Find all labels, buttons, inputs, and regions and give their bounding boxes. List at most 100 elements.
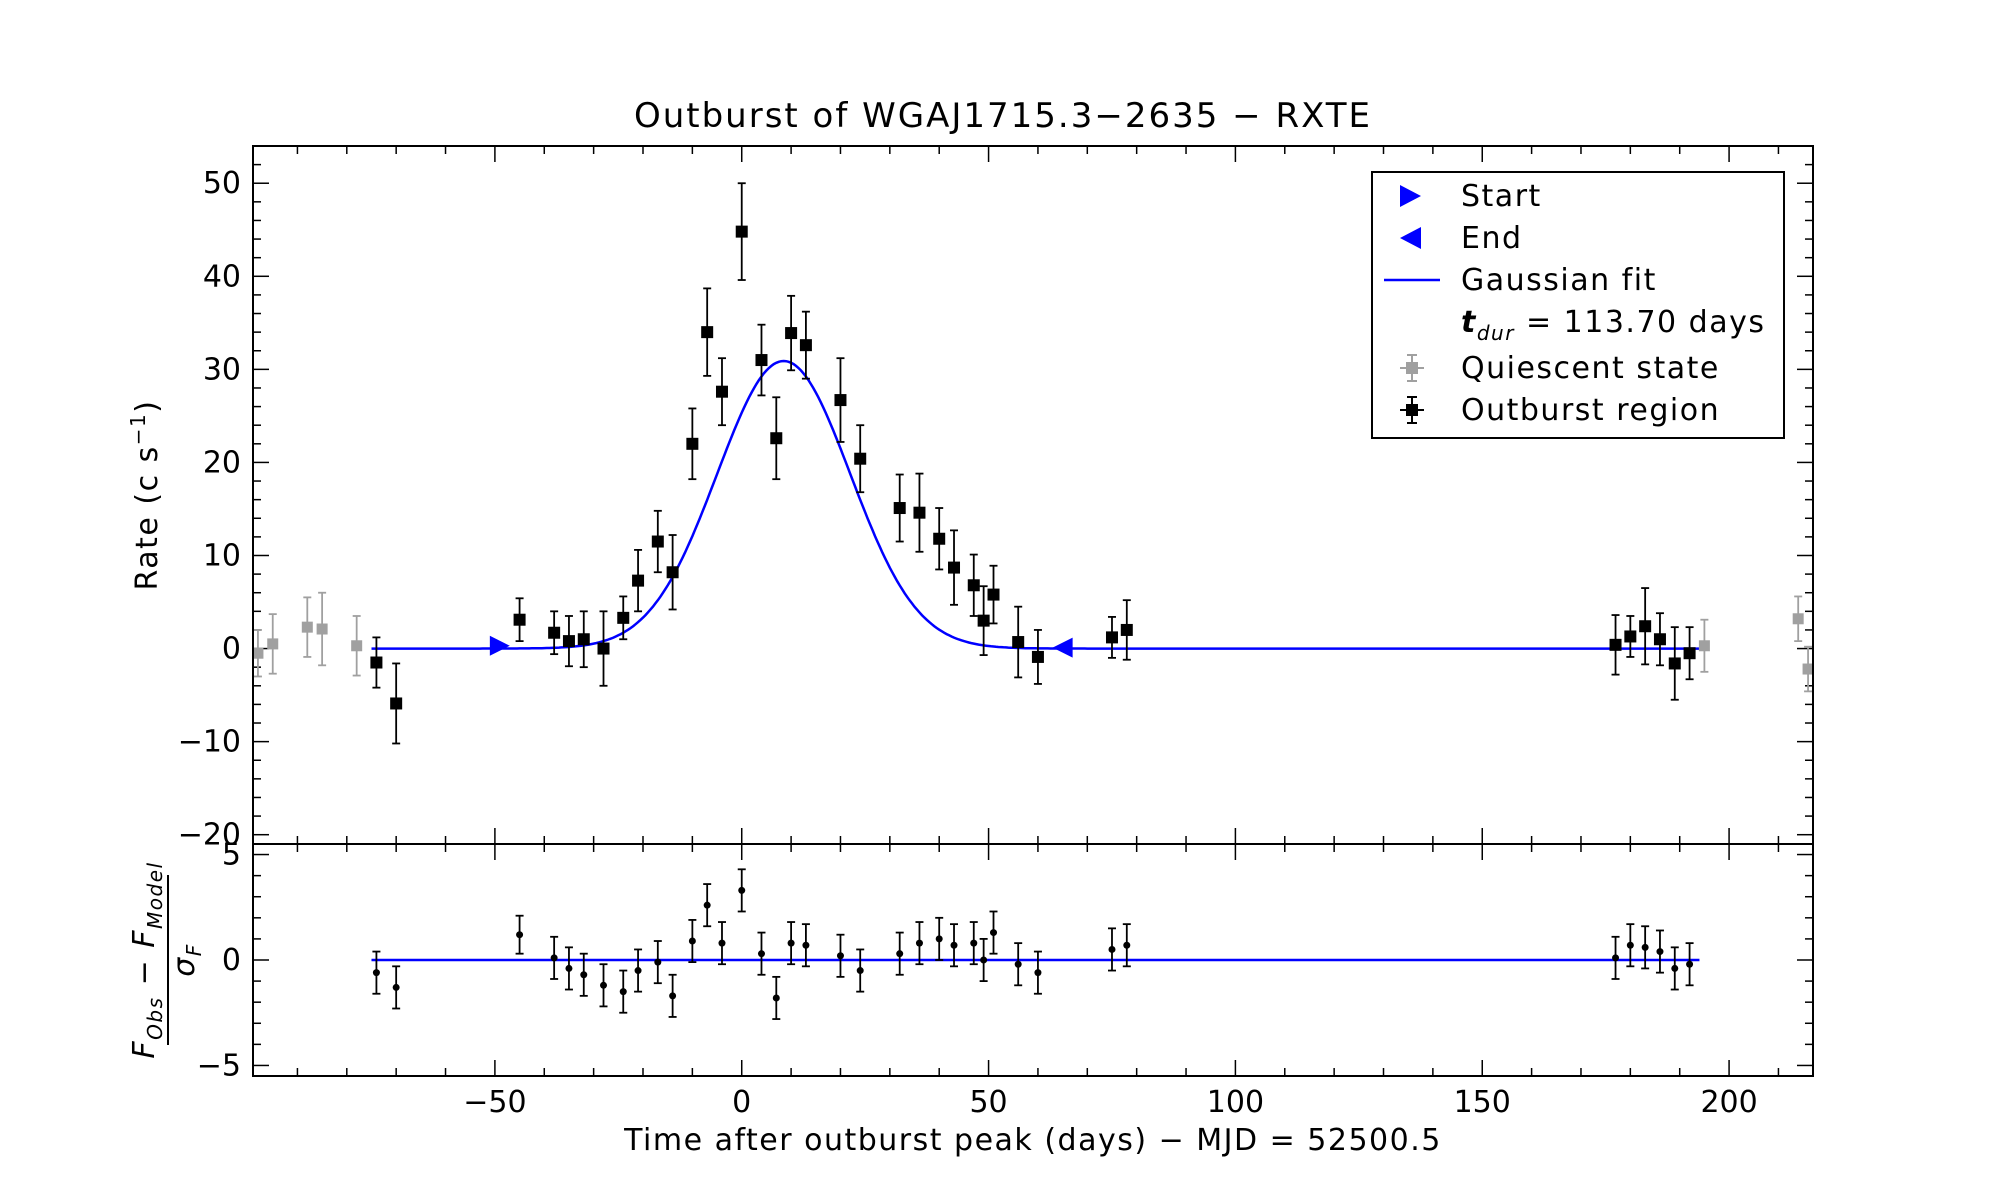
y-tick-label: −20 (178, 818, 241, 853)
svg-text:tdur = 113.70 days: tdur = 113.70 days (1461, 305, 1765, 345)
residual-marker (757, 950, 765, 958)
legend-entry-quiescent: Quiescent state (1400, 351, 1718, 386)
data-marker (666, 566, 679, 579)
y-tick-label: 30 (203, 352, 241, 387)
residual-marker (935, 935, 943, 943)
residual-point (515, 914, 524, 955)
data-marker (987, 588, 1000, 601)
residual-point (668, 973, 677, 1018)
residual-marker (856, 967, 864, 975)
outburst-point (1105, 616, 1118, 659)
residual-marker (915, 939, 923, 947)
residual-marker (600, 981, 608, 989)
data-marker (301, 621, 313, 633)
outburst-point (548, 610, 561, 656)
residual-marker (1014, 960, 1022, 968)
outburst-point (948, 529, 961, 606)
outburst-point (666, 534, 679, 611)
outburst-point (1639, 587, 1652, 666)
quiescent-point (1792, 595, 1804, 643)
residual-marker (565, 964, 573, 972)
data-marker (548, 626, 561, 639)
data-marker (1668, 657, 1681, 670)
residual-point (564, 946, 573, 991)
residual-marker (980, 956, 988, 964)
data-marker (390, 697, 403, 710)
start-marker (489, 635, 510, 656)
residuals-axis-label: FObs − FModel σF (127, 861, 206, 1058)
x-tick-label: 200 (1700, 1085, 1757, 1120)
legend-entry-gaussian-fit: Gaussian fit (1384, 263, 1655, 298)
quiescent-marker-icon (1400, 354, 1424, 382)
outburst-point (799, 310, 812, 380)
y-tick-label: 40 (203, 259, 241, 294)
residual-point (950, 923, 959, 968)
outburst-point (1624, 615, 1637, 658)
residuals-panel-frame (252, 843, 1814, 1077)
residual-point (935, 916, 944, 961)
residuals-axis-ticks: −50 0 50 100 150 200−505 (197, 838, 1813, 1120)
data-marker (770, 432, 783, 445)
quiescent-point (351, 615, 363, 677)
data-marker (854, 452, 867, 465)
outburst-point (1012, 605, 1025, 679)
data-marker (1653, 633, 1666, 646)
outburst-point (893, 473, 906, 543)
residual-marker (802, 941, 810, 949)
gaussian-fit-line (371, 359, 1700, 650)
data-marker (651, 535, 664, 548)
residual-marker (1108, 945, 1116, 953)
outburst-point (701, 287, 714, 377)
data-marker (715, 385, 728, 398)
outburst-point (977, 585, 990, 656)
residual-point (634, 948, 643, 993)
residual-point (979, 938, 988, 982)
data-marker (913, 506, 926, 519)
outburst-marker-icon (1400, 396, 1424, 424)
residual-point (989, 910, 998, 955)
data-marker (686, 437, 699, 450)
data-marker (834, 394, 847, 407)
outburst-point (1031, 629, 1044, 685)
chart-title: Outburst of WGAJ1715.3−2635 − RXTE (634, 96, 1372, 136)
residual-marker (772, 994, 780, 1002)
data-marker (632, 574, 645, 587)
data-marker (755, 354, 768, 367)
residual-point (915, 921, 924, 966)
rate-axis-label: Rate (c s−1) (126, 400, 165, 591)
residual-marker (1612, 954, 1620, 962)
data-marker (562, 635, 575, 648)
outburst-point (686, 407, 699, 481)
residual-marker (688, 937, 696, 945)
x-axis-label: Time after outburst peak (days) − MJD = … (623, 1123, 1442, 1158)
y-tick-label: 20 (203, 445, 241, 480)
y-tick-label: −10 (178, 725, 241, 760)
quiescent-point (1698, 618, 1710, 673)
residual-marker (1671, 964, 1679, 972)
residual-marker (970, 939, 978, 947)
data-marker (701, 326, 714, 339)
outburst-point (967, 553, 980, 617)
y-tick-label: 0 (222, 943, 241, 978)
outburst-point (770, 396, 783, 481)
residual-point (895, 931, 904, 976)
outburst-point (854, 424, 867, 494)
outburst-point (785, 294, 798, 372)
x-tick-label: 100 (1207, 1085, 1264, 1120)
data-marker (735, 225, 748, 238)
legend-entry-outburst: Outburst region (1400, 393, 1719, 428)
start-marker-icon (1400, 185, 1421, 207)
outburst-point (651, 509, 664, 574)
y-tick-label: −5 (197, 1048, 241, 1083)
svg-text:Start: Start (1461, 179, 1542, 214)
data-marker (1031, 650, 1044, 663)
x-tick-label: 150 (1454, 1085, 1511, 1120)
residual-marker (1626, 941, 1634, 949)
outburst-point (617, 595, 630, 641)
residual-point (801, 923, 810, 968)
y-tick-label: 10 (203, 538, 241, 573)
residual-marker (580, 971, 588, 979)
residual-point (703, 883, 712, 928)
outburst-point (735, 182, 748, 281)
